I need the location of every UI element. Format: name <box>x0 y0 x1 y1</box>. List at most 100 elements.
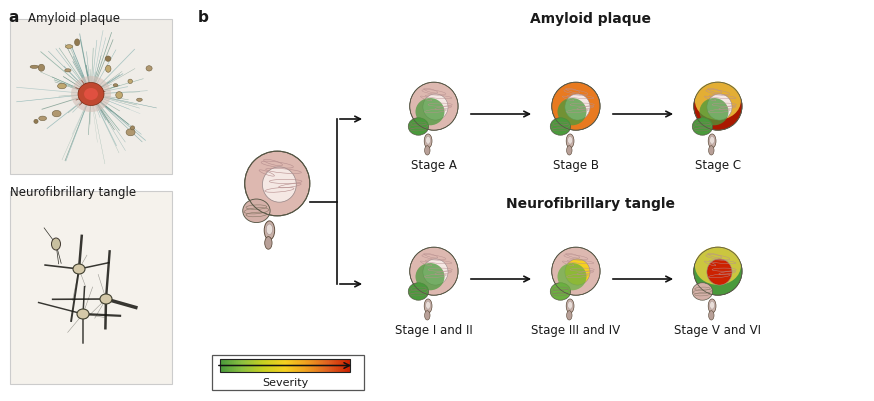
Ellipse shape <box>694 83 742 131</box>
Bar <box>10 192 172 384</box>
Bar <box>260 359 261 372</box>
Bar <box>255 359 256 372</box>
Bar <box>267 359 268 372</box>
Bar <box>332 359 333 372</box>
Text: Stage C: Stage C <box>695 159 741 172</box>
Bar <box>321 359 322 372</box>
Ellipse shape <box>551 83 600 131</box>
Bar <box>265 359 266 372</box>
Bar <box>281 359 282 372</box>
Bar <box>236 359 238 372</box>
Bar <box>269 359 271 372</box>
Ellipse shape <box>551 283 571 300</box>
Bar <box>320 359 321 372</box>
Ellipse shape <box>71 77 111 113</box>
Ellipse shape <box>566 135 574 149</box>
Bar <box>311 359 312 372</box>
Bar <box>328 359 329 372</box>
Bar <box>343 359 344 372</box>
Ellipse shape <box>551 247 600 296</box>
Bar <box>298 359 299 372</box>
Text: Stage B: Stage B <box>553 159 599 172</box>
Bar <box>285 359 286 372</box>
Ellipse shape <box>558 99 586 126</box>
Bar <box>282 359 283 372</box>
Ellipse shape <box>710 302 714 309</box>
Bar <box>246 359 248 372</box>
Text: Neurofibrillary tangle: Neurofibrillary tangle <box>505 196 675 211</box>
Bar <box>261 359 262 372</box>
Ellipse shape <box>707 259 732 286</box>
Ellipse shape <box>84 89 98 101</box>
Bar <box>266 359 267 372</box>
Bar <box>327 359 328 372</box>
Bar <box>289 359 291 372</box>
Bar <box>323 359 324 372</box>
Text: Stage III and IV: Stage III and IV <box>531 323 621 336</box>
Bar <box>233 359 234 372</box>
Bar <box>322 359 323 372</box>
Ellipse shape <box>709 146 714 156</box>
Ellipse shape <box>707 95 732 121</box>
Text: Amyloid plaque: Amyloid plaque <box>530 12 650 26</box>
Bar <box>241 359 242 372</box>
Bar <box>337 359 338 372</box>
Bar <box>335 359 336 372</box>
Bar <box>239 359 240 372</box>
Bar <box>278 359 279 372</box>
Ellipse shape <box>77 309 89 319</box>
Bar <box>272 359 274 372</box>
Bar <box>339 359 340 372</box>
Bar <box>324 359 325 372</box>
Ellipse shape <box>100 294 112 304</box>
Bar <box>307 359 308 372</box>
Bar <box>312 359 314 372</box>
Bar <box>257 359 258 372</box>
Bar <box>256 359 257 372</box>
Bar <box>235 359 236 372</box>
Ellipse shape <box>78 83 104 106</box>
Ellipse shape <box>695 83 741 121</box>
Bar <box>261 359 263 372</box>
Ellipse shape <box>415 263 445 291</box>
Ellipse shape <box>566 299 574 313</box>
Bar <box>10 20 172 174</box>
Ellipse shape <box>267 225 273 235</box>
Bar <box>329 359 331 372</box>
Bar <box>322 359 323 372</box>
Bar <box>309 359 311 372</box>
Bar <box>332 359 334 372</box>
Bar <box>271 359 272 372</box>
Ellipse shape <box>426 137 430 145</box>
Ellipse shape <box>264 221 274 240</box>
Ellipse shape <box>565 95 590 121</box>
Bar <box>244 359 246 372</box>
Bar <box>243 359 245 372</box>
Bar <box>242 359 243 372</box>
Bar <box>324 359 326 372</box>
Ellipse shape <box>113 85 118 87</box>
Ellipse shape <box>692 283 712 300</box>
Bar <box>320 359 322 372</box>
Bar <box>333 359 334 372</box>
Bar <box>259 359 260 372</box>
Bar <box>307 359 309 372</box>
Bar <box>294 359 295 372</box>
Bar <box>271 359 273 372</box>
Bar <box>343 359 344 372</box>
Bar <box>273 359 274 372</box>
Bar <box>323 359 324 372</box>
Bar <box>312 359 313 372</box>
Ellipse shape <box>568 302 572 309</box>
Bar <box>304 359 305 372</box>
Bar <box>344 359 345 372</box>
Bar <box>237 359 238 372</box>
Bar <box>289 359 290 372</box>
Bar <box>331 359 332 372</box>
Bar <box>245 359 246 372</box>
Ellipse shape <box>262 168 296 203</box>
Bar <box>293 359 294 372</box>
Ellipse shape <box>52 111 61 117</box>
Ellipse shape <box>568 137 572 145</box>
Ellipse shape <box>106 66 111 73</box>
